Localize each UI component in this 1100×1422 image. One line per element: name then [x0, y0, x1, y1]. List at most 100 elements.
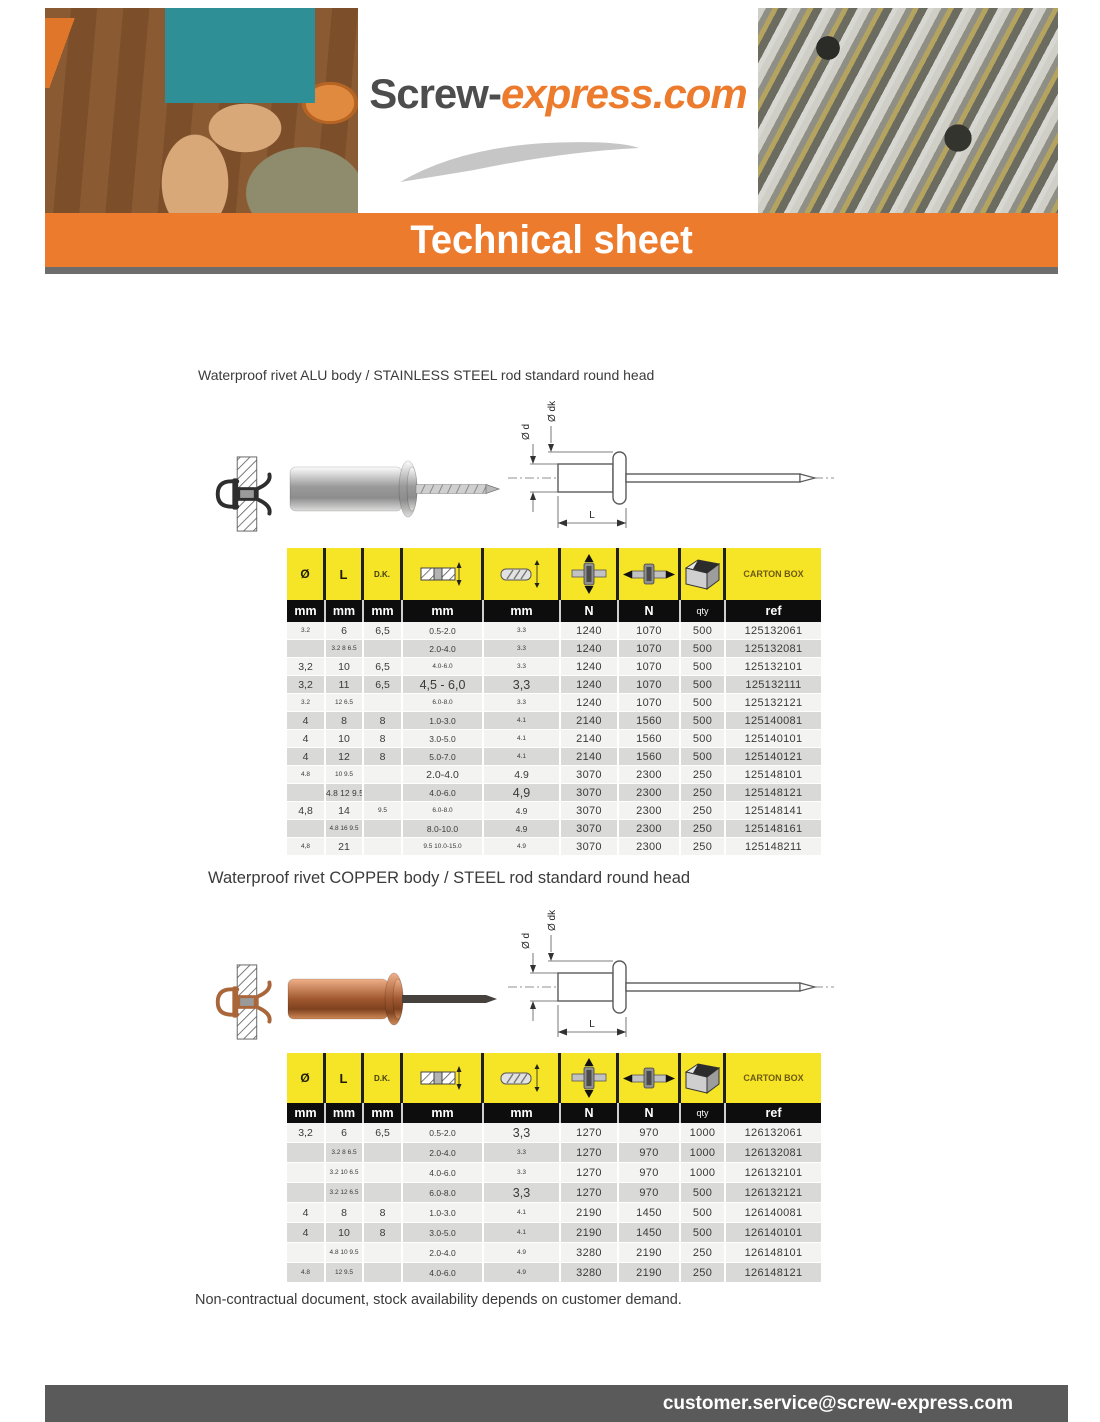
- table-cell: 4.9: [484, 820, 561, 838]
- col-header-diameter: Ø: [287, 1053, 326, 1103]
- contact-email-link[interactable]: customer.service@screw-express.com: [662, 1392, 1013, 1414]
- table-row: 3.2 8 6.5 2.0-4.0 3.3 1270 970 1000 126132081: [287, 1143, 821, 1163]
- logo-part2: express.com: [500, 70, 748, 117]
- table-row: 4 8 8 1.0-3.0 4.1 2140 1560 500 125140081: [287, 712, 821, 730]
- table-cell: 12: [326, 748, 364, 766]
- table-cell: 3.2 12 6.5: [326, 1183, 364, 1203]
- table-cell: 500: [681, 640, 726, 658]
- table-cell: 2.0-4.0: [403, 1143, 484, 1163]
- table-cell: 125148121: [726, 784, 821, 802]
- unit-header: mm: [287, 1103, 326, 1123]
- table-cell: 3.3: [484, 640, 561, 658]
- spec-table-alu: Ø L D.K.: [287, 548, 821, 856]
- tensile-strength-icon: [619, 1053, 681, 1103]
- shear-strength-icon: [561, 1053, 619, 1103]
- table-cell: 970: [619, 1163, 681, 1183]
- table-cell: 4.1: [484, 712, 561, 730]
- table-cell: 1.0-3.0: [403, 712, 484, 730]
- table-cell: 1560: [619, 748, 681, 766]
- rivet-photo: [289, 460, 501, 518]
- header-photo-tools: [45, 8, 358, 213]
- table-cell: 4.9: [484, 1243, 561, 1263]
- table-cell: 3,2: [287, 1123, 326, 1143]
- section-title: Waterproof rivet COPPER body / STEEL rod…: [208, 869, 691, 887]
- table-cell: 10 9.5: [326, 766, 364, 784]
- table-cell: 6,5: [364, 658, 403, 676]
- carton-box-icon: [681, 548, 726, 600]
- table-cell: 4.8: [287, 1263, 326, 1283]
- table-cell: 4.9: [484, 766, 561, 784]
- table-cell: [364, 1143, 403, 1163]
- dim-label-dk: Ø dk: [547, 909, 558, 931]
- unit-header: mm: [364, 1103, 403, 1123]
- table-cell: 126148121: [726, 1263, 821, 1283]
- table-row: 3,2 6 6,5 0.5-2.0 3,3 1270 970 1000 126132061: [287, 1123, 821, 1143]
- table-cell: 4,9: [484, 784, 561, 802]
- table-cell: 125148141: [726, 802, 821, 820]
- table-cell: 500: [681, 1203, 726, 1223]
- table-cell: 4,8: [287, 802, 326, 820]
- table-cell: 14: [326, 802, 364, 820]
- table-cell: 1270: [561, 1183, 619, 1203]
- unit-header: mm: [364, 600, 403, 622]
- table-row: 4.8 12 9.5 4.0-6.0 4.9 3280 2190 250 126148121: [287, 1263, 821, 1283]
- table-cell: 3070: [561, 784, 619, 802]
- footer-note: Non-contractual document, stock availabi…: [195, 1292, 682, 1308]
- table-cell: [287, 640, 326, 658]
- table-cell: 4.9: [484, 838, 561, 856]
- carton-box-icon: [681, 1053, 726, 1103]
- table-row: 3,2 10 6,5 4.0-6.0 3.3 1240 1070 500 125132101: [287, 658, 821, 676]
- table-cell: 1240: [561, 694, 619, 712]
- rivet-dimension-drawing: Ø d Ø dk L: [508, 400, 834, 528]
- table-cell: 126140081: [726, 1203, 821, 1223]
- table-cell: 6.0-8.0: [403, 1183, 484, 1203]
- table-row: 3,2 11 6,5 4,5 - 6,0 3,3 1240 1070 500 125132111: [287, 676, 821, 694]
- table-cell: 3,3: [484, 676, 561, 694]
- logo-part1: Screw-: [369, 70, 502, 117]
- table-cell: 4.0-6.0: [403, 784, 484, 802]
- table-cell: 11: [326, 676, 364, 694]
- table-row: 4.8 10 9.5 2.0-4.0 4.9 3280 2190 250 126148101: [287, 1243, 821, 1263]
- table-cell: 3070: [561, 766, 619, 784]
- table-cell: 0.5-2.0: [403, 1123, 484, 1143]
- logo-text: Screw-express.com: [358, 70, 758, 118]
- table-cell: 125132101: [726, 658, 821, 676]
- table-cell: 10: [326, 1223, 364, 1243]
- section-title: Waterproof rivet ALU body / STAINLESS ST…: [198, 367, 655, 383]
- shear-strength-icon: [561, 548, 619, 600]
- table-row: 4.8 12 9.5 4.0-6.0 4,9 3070 2300 250 125148121: [287, 784, 821, 802]
- table-cell: 2190: [619, 1263, 681, 1283]
- table-cell: 1270: [561, 1163, 619, 1183]
- table-cell: [287, 1163, 326, 1183]
- table-row: 4 10 8 3.0-5.0 4.1 2140 1560 500 125140101: [287, 730, 821, 748]
- dim-label-L: L: [589, 1019, 595, 1030]
- table-cell: 500: [681, 622, 726, 640]
- table-cell: 2.0-4.0: [403, 766, 484, 784]
- table-cell: 970: [619, 1183, 681, 1203]
- table-cell: 6,5: [364, 622, 403, 640]
- table-cell: 125140101: [726, 730, 821, 748]
- table-cell: 1560: [619, 712, 681, 730]
- table-cell: 3.3: [484, 694, 561, 712]
- table-cell: 2300: [619, 784, 681, 802]
- table-cell: 1240: [561, 622, 619, 640]
- table-cell: 4: [287, 730, 326, 748]
- table-cell: 9.5: [364, 802, 403, 820]
- table-cell: [364, 1263, 403, 1283]
- table-cell: 1560: [619, 730, 681, 748]
- table-cell: [364, 1243, 403, 1263]
- table-cell: 250: [681, 766, 726, 784]
- table-cell: 1070: [619, 658, 681, 676]
- unit-header: N: [561, 1103, 619, 1123]
- table-cell: 6: [326, 1123, 364, 1143]
- table-cell: 125132081: [726, 640, 821, 658]
- table-cell: 970: [619, 1123, 681, 1143]
- unit-header: N: [561, 600, 619, 622]
- table-row: 4.8 10 9.5 2.0-4.0 4.9 3070 2300 250 125148101: [287, 766, 821, 784]
- table-cell: 4: [287, 748, 326, 766]
- table-cell: 250: [681, 802, 726, 820]
- table-cell: 3,3: [484, 1183, 561, 1203]
- rivet-dimension-drawing: Ø d Ø dk L: [508, 909, 834, 1037]
- dim-label-d: Ø d: [521, 933, 532, 949]
- unit-header: mm: [484, 1103, 561, 1123]
